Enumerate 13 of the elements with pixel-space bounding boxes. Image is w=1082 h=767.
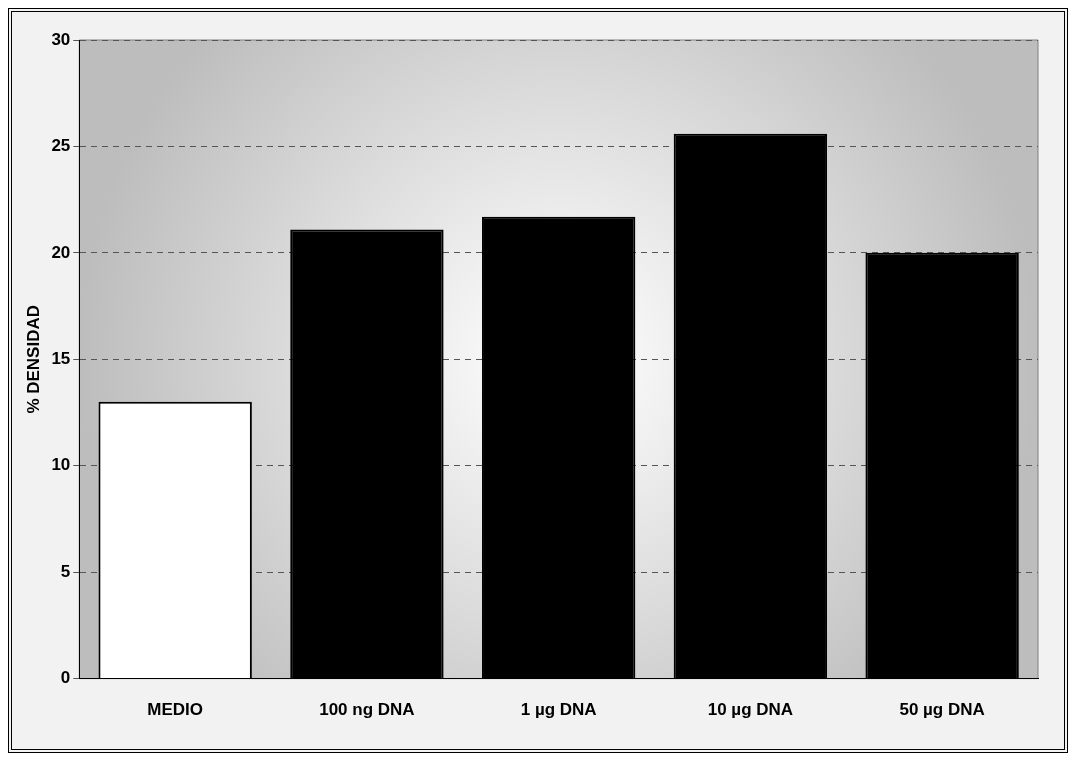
- y-tick-label: 15: [51, 348, 71, 368]
- y-axis-title: % DENSIDAD: [23, 304, 43, 414]
- x-tick-label: 10 µg DNA: [707, 700, 794, 720]
- y-tick-label: 10: [51, 455, 71, 475]
- y-tick-label: 25: [51, 136, 71, 156]
- y-tick-label: 20: [51, 242, 71, 262]
- x-tick-label: 100 ng DNA: [319, 700, 415, 720]
- x-tick-label: 1 µg DNA: [520, 700, 597, 720]
- y-tick-label: 0: [60, 668, 71, 688]
- y-tick-label: 5: [60, 561, 71, 581]
- y-tick-label: 30: [51, 29, 71, 49]
- x-tick-label: MEDIO: [147, 700, 204, 720]
- x-tick-label: 50 µg DNA: [899, 700, 985, 720]
